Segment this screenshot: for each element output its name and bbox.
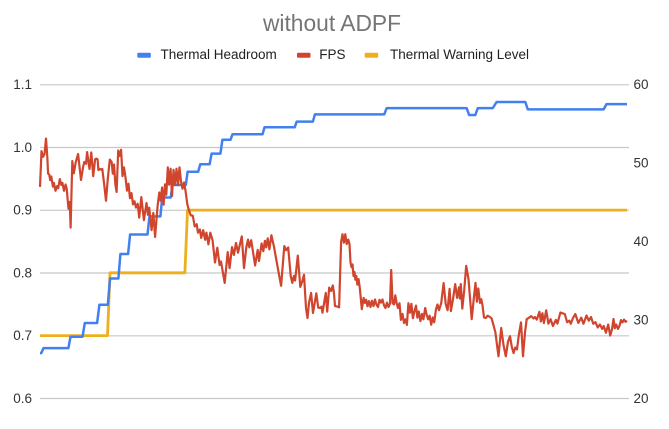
svg-text:0.7: 0.7	[13, 328, 32, 343]
svg-text:FPS: FPS	[319, 47, 345, 62]
svg-text:0.6: 0.6	[13, 391, 32, 406]
svg-text:without ADPF: without ADPF	[262, 10, 401, 36]
svg-text:20: 20	[634, 391, 649, 406]
svg-text:0.8: 0.8	[13, 265, 32, 280]
svg-text:0.9: 0.9	[13, 203, 32, 218]
svg-text:50: 50	[634, 156, 649, 171]
svg-text:1.0: 1.0	[13, 140, 32, 155]
svg-text:Thermal Warning Level: Thermal Warning Level	[390, 47, 529, 62]
svg-text:40: 40	[634, 234, 649, 249]
svg-text:60: 60	[634, 77, 649, 92]
svg-text:30: 30	[634, 312, 649, 327]
svg-text:Thermal Headroom: Thermal Headroom	[161, 47, 277, 62]
svg-text:1.1: 1.1	[13, 77, 32, 92]
